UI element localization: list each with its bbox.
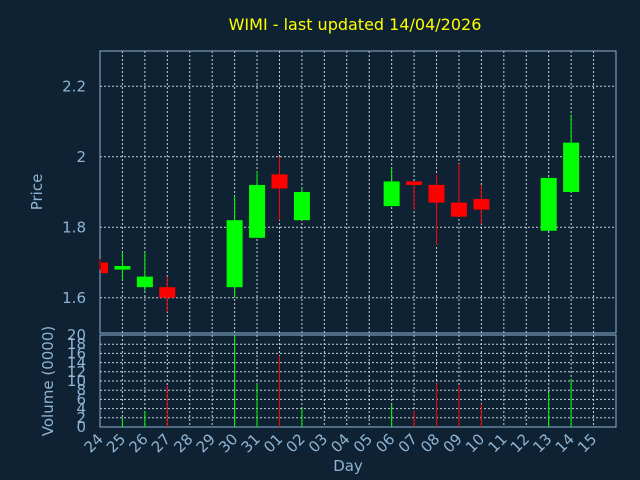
candle-body (101, 262, 108, 274)
volume-tick-label: 6 (76, 390, 86, 408)
volume-tick-label: 0 (76, 418, 86, 436)
price-frame (99, 50, 617, 334)
candle-body (293, 192, 310, 221)
volume-tick-label: 14 (67, 354, 86, 372)
candle-body (136, 276, 153, 288)
volume-tick-label: 8 (76, 381, 86, 399)
candle-body (383, 181, 400, 207)
candle-body (249, 184, 266, 238)
volume-axis-label: Volume (0000) (39, 326, 57, 436)
price-tick-label: 2.2 (62, 77, 86, 95)
candle-body (473, 199, 490, 210)
volume-tick-label: 20 (67, 326, 86, 344)
price-axis-label: Price (28, 174, 46, 211)
price-tick-label: 1.8 (62, 218, 86, 236)
candle-body (450, 202, 467, 217)
candle-body (114, 266, 131, 270)
candle-body (406, 181, 423, 185)
candle-body (428, 184, 445, 203)
price-tick-label: 2 (76, 148, 86, 166)
volume-tick-label: 2 (76, 409, 86, 427)
volume-tick-label: 10 (67, 372, 86, 390)
x-axis-label: Day (333, 457, 363, 475)
x-tick-label: 15 (574, 430, 600, 456)
price-panel: 1.6 1.8 2 2.2 (62, 50, 617, 334)
candle-body (226, 220, 243, 288)
candle-body (540, 177, 557, 231)
price-tick-label: 1.6 (62, 289, 86, 307)
candle-body (159, 287, 176, 298)
candle-body (271, 174, 288, 189)
volume-tick-label: 12 (67, 363, 86, 381)
candle-body (563, 142, 580, 192)
x-axis: 2425262728293031010203040506070809101112… (81, 430, 601, 456)
volume-tick-label: 4 (76, 400, 86, 418)
volume-tick-label: 16 (67, 344, 86, 362)
chart-title: WIMI - last updated 14/04/2026 (229, 15, 482, 34)
volume-frame (99, 334, 617, 428)
volume-tick-label: 18 (67, 335, 86, 353)
